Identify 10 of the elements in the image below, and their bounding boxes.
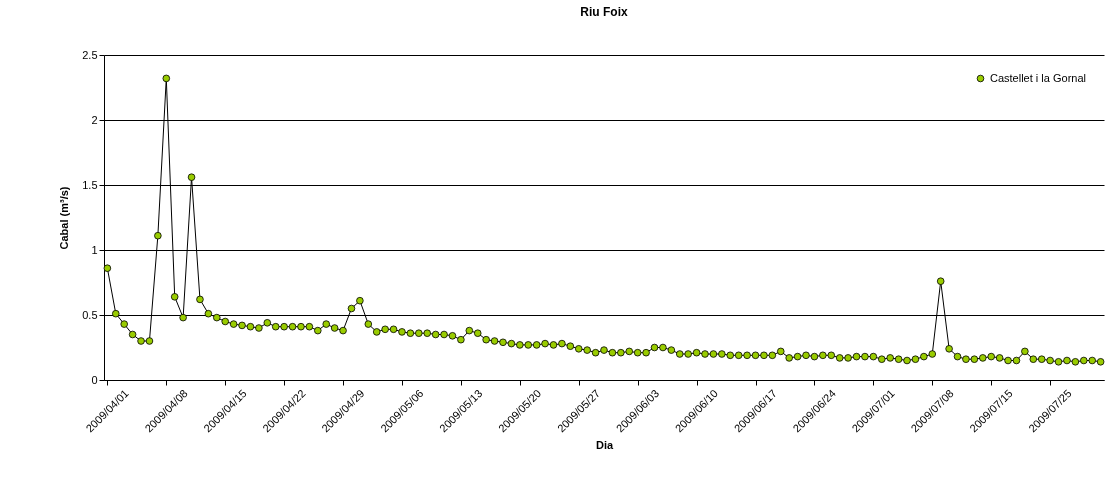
y-tick-label: 1.5 — [82, 178, 98, 191]
x-axis-title: Dia — [595, 439, 614, 452]
y-tick-label: 2 — [91, 113, 98, 126]
y-tick-label: 0 — [91, 373, 98, 386]
legend-label: Castellet i la Gornal — [990, 71, 1086, 84]
y-axis-title: Cabal (m³/s) — [58, 186, 71, 250]
y-tick-label: 1 — [91, 243, 98, 256]
y-tick-label: 0.5 — [82, 308, 98, 321]
chart-title: Riu Foix — [580, 5, 628, 19]
y-tick-label: 2.5 — [82, 48, 98, 61]
